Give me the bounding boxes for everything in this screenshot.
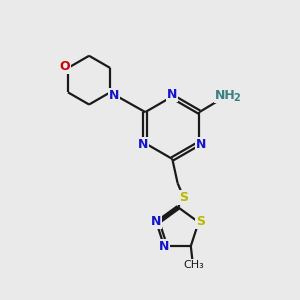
Text: N: N bbox=[138, 138, 148, 151]
Text: O: O bbox=[60, 60, 70, 73]
Text: N: N bbox=[196, 138, 207, 151]
Text: CH₃: CH₃ bbox=[183, 260, 204, 270]
Text: N: N bbox=[159, 240, 169, 253]
Text: N: N bbox=[167, 88, 178, 101]
Text: NH: NH bbox=[215, 89, 236, 102]
Text: S: S bbox=[196, 215, 205, 228]
Text: 2: 2 bbox=[234, 93, 240, 103]
Text: N: N bbox=[109, 89, 119, 102]
Text: S: S bbox=[179, 191, 188, 204]
Text: N: N bbox=[151, 215, 161, 228]
